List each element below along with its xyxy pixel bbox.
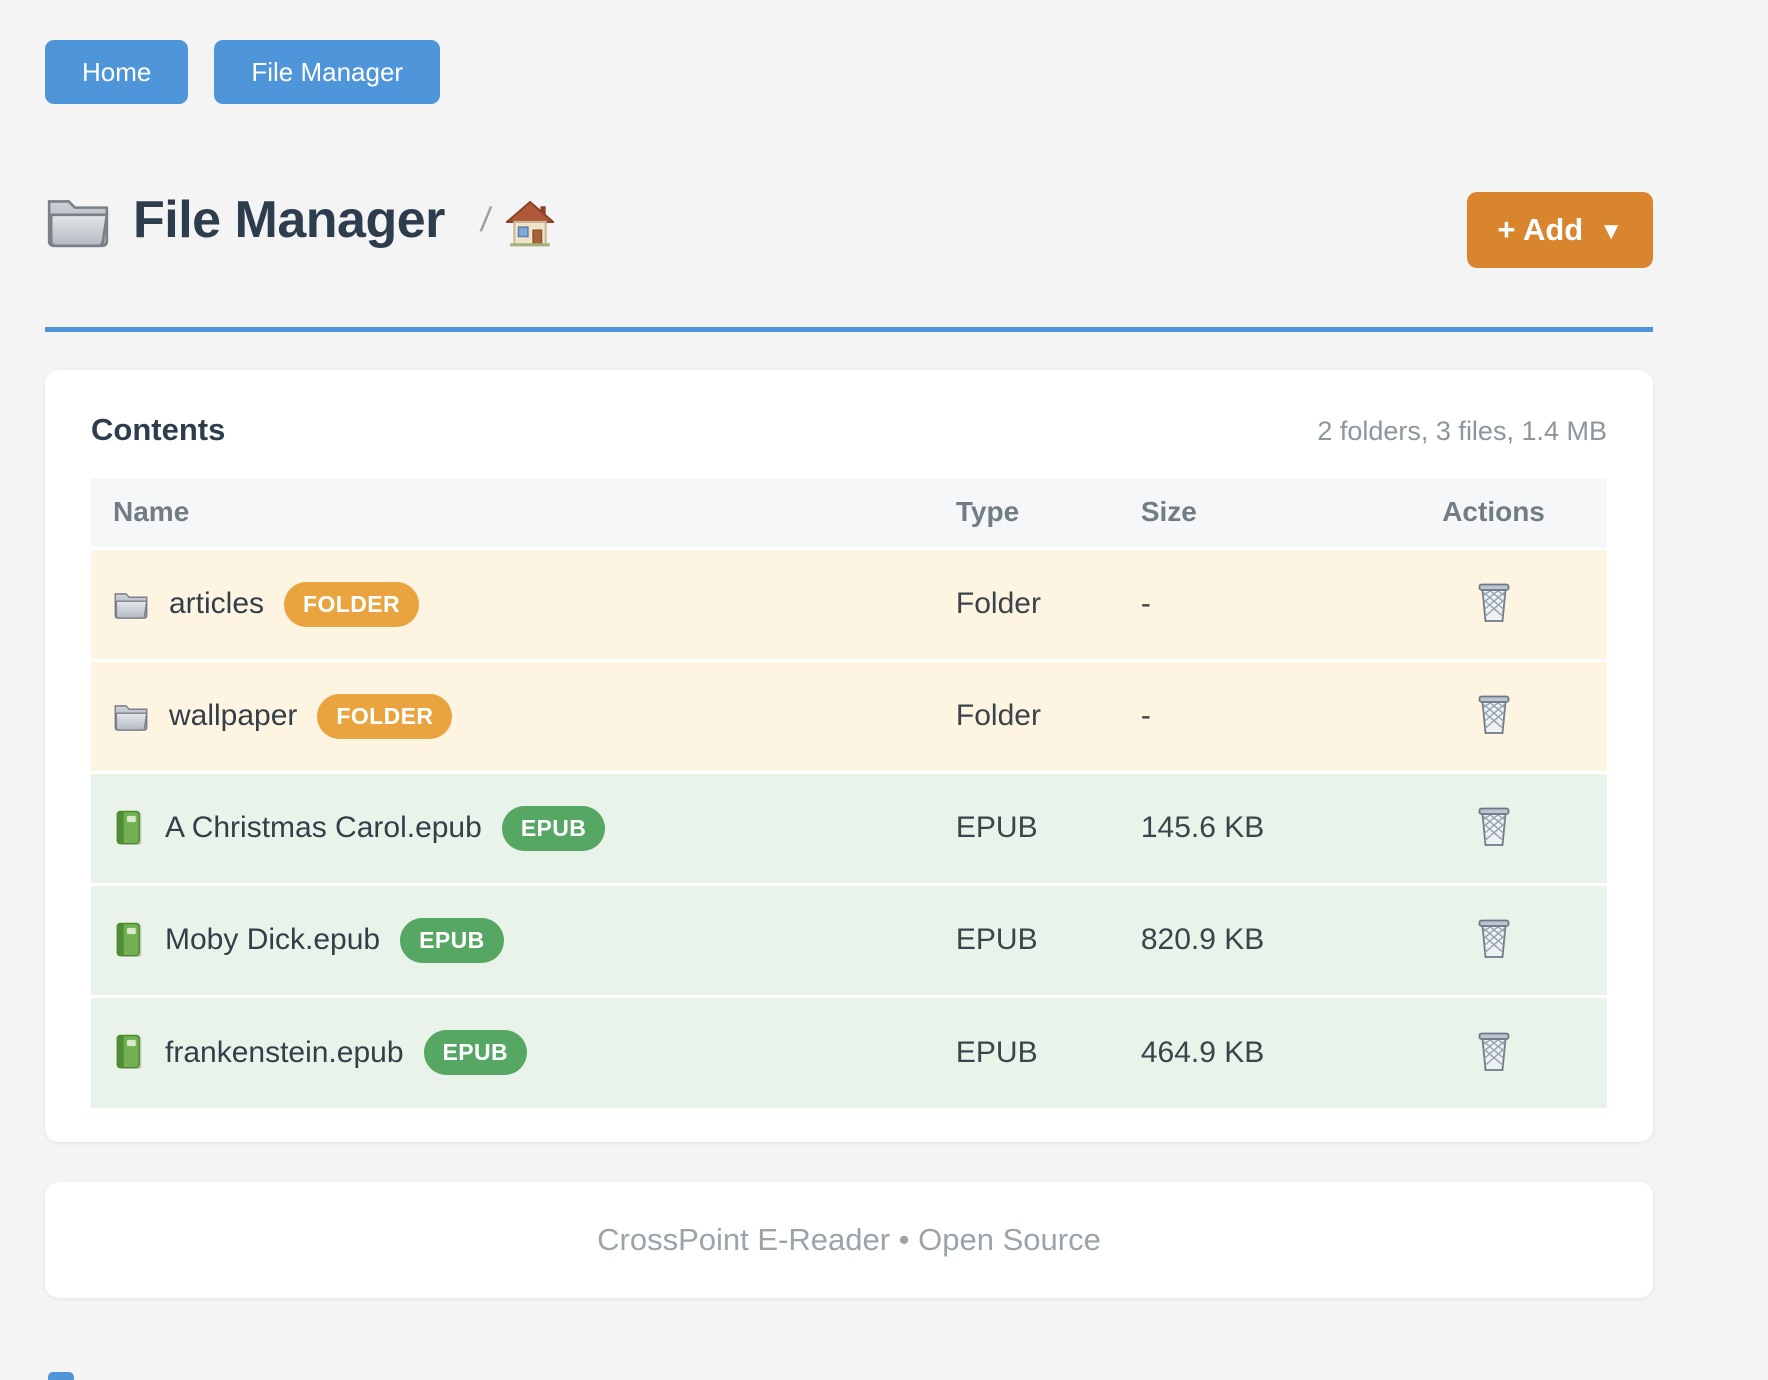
table-row: A Christmas Carol.epub EPUB EPUB 145.6 K…	[91, 772, 1607, 884]
book-icon	[113, 810, 145, 847]
table-row: Moby Dick.epub EPUB EPUB 820.9 KB	[91, 884, 1607, 996]
file-name-link[interactable]: A Christmas Carol.epub	[165, 811, 482, 844]
folder-badge: FOLDER	[317, 693, 453, 739]
delete-button[interactable]	[1472, 577, 1516, 630]
table-row: articles FOLDER Folder -	[91, 548, 1607, 660]
column-header-actions: Actions	[1442, 496, 1545, 528]
type-cell: EPUB	[955, 923, 1038, 956]
trash-icon	[1476, 805, 1512, 847]
home-icon[interactable]	[506, 201, 554, 247]
delete-button[interactable]	[1472, 801, 1516, 854]
folder-icon	[113, 588, 149, 620]
table-row: wallpaper FOLDER Folder -	[91, 660, 1607, 772]
folder-icon	[45, 192, 111, 248]
type-cell: Folder	[955, 587, 1041, 620]
add-button[interactable]: + Add ▼	[1467, 192, 1653, 268]
size-cell: 145.6 KB	[1140, 811, 1265, 844]
file-name-link[interactable]: articles	[169, 587, 265, 620]
contents-card-header: Contents 2 folders, 3 files, 1.4 MB	[91, 412, 1607, 448]
book-icon	[113, 922, 145, 959]
page-title: File Manager	[133, 191, 445, 249]
size-cell: 464.9 KB	[1140, 1035, 1265, 1069]
add-button-label: + Add	[1497, 212, 1584, 247]
file-name-link[interactable]: wallpaper	[169, 699, 298, 732]
partially-visible-element[interactable]	[48, 1372, 74, 1380]
type-cell: Folder	[955, 699, 1041, 732]
table-row: frankenstein.epub EPUB EPUB 464.9 KB	[91, 996, 1607, 1108]
trash-icon	[1476, 581, 1512, 623]
delete-button[interactable]	[1472, 1026, 1516, 1079]
size-cell: -	[1140, 587, 1151, 620]
epub-badge: EPUB	[400, 917, 504, 963]
delete-button[interactable]	[1472, 689, 1516, 742]
file-manager-button[interactable]: File Manager	[214, 40, 441, 104]
trash-icon	[1476, 1030, 1512, 1072]
column-header-type: Type	[955, 496, 1020, 528]
folder-icon	[113, 700, 149, 732]
footer-card: CrossPoint E-Reader • Open Source	[45, 1182, 1653, 1298]
size-cell: -	[1140, 699, 1151, 732]
page-container: Home File Manager File Manager / + Add ▼…	[45, 0, 1653, 1298]
contents-card: Contents 2 folders, 3 files, 1.4 MB Name…	[45, 370, 1653, 1142]
folder-badge: FOLDER	[284, 581, 419, 627]
epub-badge: EPUB	[501, 805, 606, 851]
breadcrumb-separator: /	[478, 200, 494, 239]
size-cell: 820.9 KB	[1140, 923, 1265, 956]
contents-summary: 2 folders, 3 files, 1.4 MB	[1317, 416, 1607, 446]
footer-text: CrossPoint E-Reader • Open Source	[597, 1222, 1101, 1257]
file-name-link[interactable]: frankenstein.epub	[165, 1035, 404, 1069]
chevron-down-icon: ▼	[1599, 218, 1623, 245]
epub-badge: EPUB	[423, 1030, 528, 1076]
column-header-name: Name	[113, 496, 190, 528]
delete-button[interactable]	[1472, 913, 1516, 966]
type-cell: EPUB	[955, 811, 1038, 844]
page-header: File Manager / + Add ▼	[45, 170, 1653, 270]
trash-icon	[1476, 693, 1512, 735]
file-table: Name Type Size Actions articles FOLDER F…	[91, 478, 1607, 1108]
table-header-row: Name Type Size Actions	[91, 478, 1607, 548]
home-button[interactable]: Home	[45, 40, 189, 104]
trash-icon	[1476, 917, 1512, 959]
book-icon	[113, 1034, 145, 1071]
top-nav: Home File Manager	[45, 0, 1653, 104]
title-divider	[45, 327, 1653, 332]
contents-title: Contents	[91, 412, 226, 447]
type-cell: EPUB	[955, 1035, 1038, 1069]
file-name-link[interactable]: Moby Dick.epub	[165, 923, 381, 956]
column-header-size: Size	[1140, 496, 1197, 528]
